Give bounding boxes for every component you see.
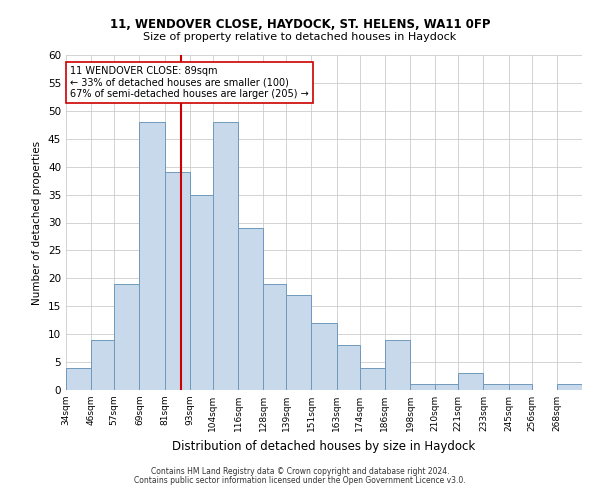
Text: Contains HM Land Registry data © Crown copyright and database right 2024.: Contains HM Land Registry data © Crown c… bbox=[151, 467, 449, 476]
Bar bbox=[484, 384, 509, 390]
Text: 11, WENDOVER CLOSE, HAYDOCK, ST. HELENS, WA11 0FP: 11, WENDOVER CLOSE, HAYDOCK, ST. HELENS,… bbox=[110, 18, 490, 30]
Bar bbox=[263, 284, 286, 390]
X-axis label: Distribution of detached houses by size in Haydock: Distribution of detached houses by size … bbox=[172, 440, 476, 452]
Bar bbox=[337, 346, 359, 390]
Y-axis label: Number of detached properties: Number of detached properties bbox=[32, 140, 43, 304]
Text: Size of property relative to detached houses in Haydock: Size of property relative to detached ho… bbox=[143, 32, 457, 42]
Bar bbox=[311, 323, 337, 390]
Bar bbox=[190, 194, 213, 390]
Bar bbox=[238, 228, 263, 390]
Bar bbox=[164, 172, 190, 390]
Bar bbox=[286, 295, 311, 390]
Bar bbox=[557, 384, 582, 390]
Bar bbox=[435, 384, 458, 390]
Bar bbox=[114, 284, 139, 390]
Bar bbox=[385, 340, 410, 390]
Bar bbox=[509, 384, 532, 390]
Bar bbox=[458, 373, 484, 390]
Bar bbox=[91, 340, 114, 390]
Text: 11 WENDOVER CLOSE: 89sqm
← 33% of detached houses are smaller (100)
67% of semi-: 11 WENDOVER CLOSE: 89sqm ← 33% of detach… bbox=[70, 66, 309, 100]
Bar bbox=[359, 368, 385, 390]
Bar bbox=[66, 368, 91, 390]
Bar bbox=[139, 122, 164, 390]
Bar bbox=[410, 384, 435, 390]
Bar bbox=[213, 122, 238, 390]
Text: Contains public sector information licensed under the Open Government Licence v3: Contains public sector information licen… bbox=[134, 476, 466, 485]
